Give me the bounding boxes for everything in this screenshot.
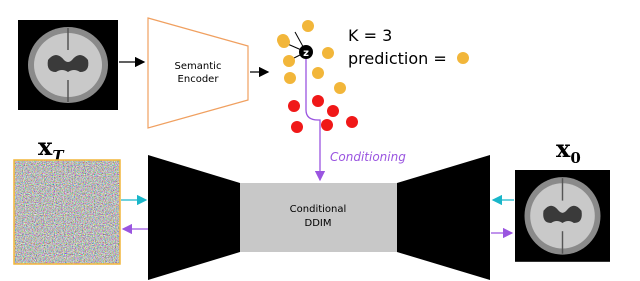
ddim-encoder-block: [148, 155, 240, 280]
math-part: 0: [570, 149, 580, 167]
query-node: [299, 45, 313, 59]
encoder-label: Semantic: [175, 61, 222, 72]
ddim-core: [240, 183, 397, 252]
prediction-text: prediction =: [348, 49, 447, 68]
prediction-dot: [457, 52, 469, 64]
input-brain-image: [17, 19, 119, 111]
conditioning-label: Conditioning: [330, 150, 406, 164]
query-node-label: z: [303, 48, 309, 59]
encoder-label: Encoder: [178, 74, 220, 85]
semantic-encoder: [147, 17, 249, 129]
noise-image-border: [13, 159, 121, 265]
ddim-label: DDIM: [305, 218, 332, 229]
ddim-label: Conditional: [290, 204, 347, 215]
output-label: x0: [556, 134, 581, 167]
ddim-decoder-block: [397, 155, 490, 280]
math-part: x: [556, 134, 571, 163]
k-text: K = 3: [348, 26, 392, 45]
latent-points: [277, 20, 358, 133]
noise-image: [14, 160, 120, 264]
conditioning-arrow: [305, 59, 326, 182]
output-brain-image: [514, 169, 611, 263]
math-part: x: [38, 132, 53, 161]
